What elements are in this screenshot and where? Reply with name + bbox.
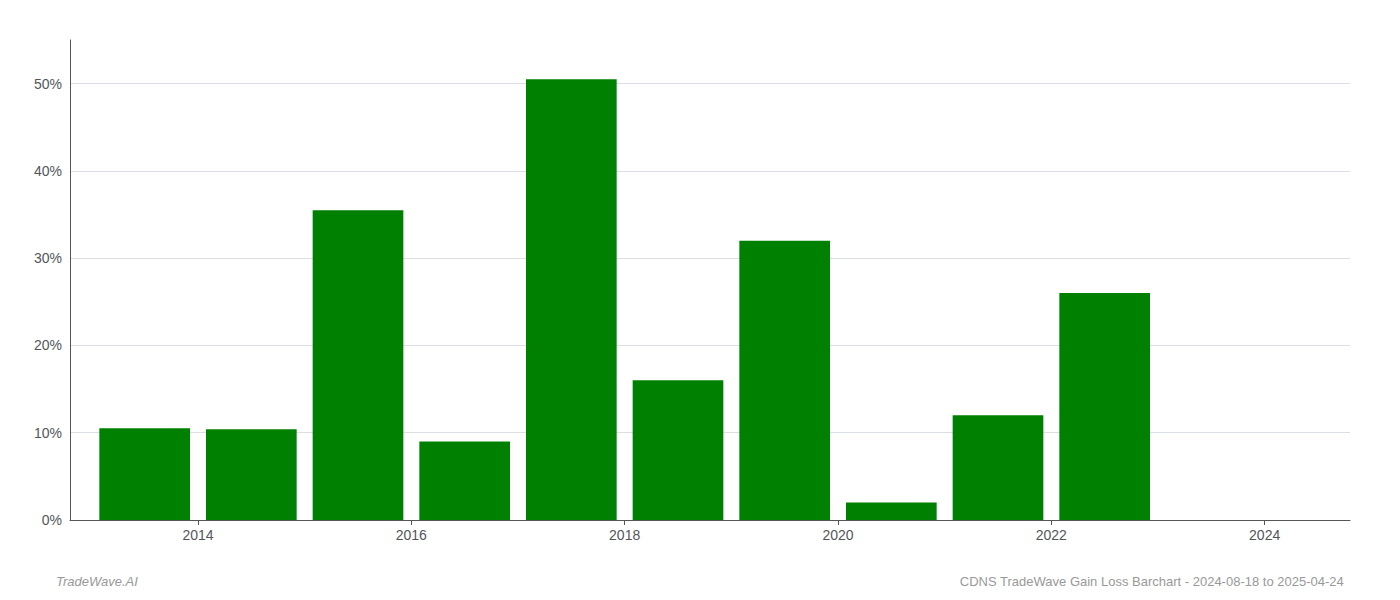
svg-text:10%: 10% — [34, 425, 62, 441]
svg-text:0%: 0% — [42, 512, 62, 528]
svg-text:2020: 2020 — [822, 527, 853, 543]
svg-text:2024: 2024 — [1249, 527, 1280, 543]
svg-text:50%: 50% — [34, 76, 62, 92]
svg-text:2016: 2016 — [396, 527, 427, 543]
svg-text:CDNS TradeWave Gain Loss Barch: CDNS TradeWave Gain Loss Barchart - 2024… — [960, 574, 1344, 589]
svg-text:40%: 40% — [34, 163, 62, 179]
svg-text:2014: 2014 — [182, 527, 213, 543]
svg-text:TradeWave.AI: TradeWave.AI — [56, 574, 138, 589]
svg-text:2022: 2022 — [1036, 527, 1067, 543]
svg-text:20%: 20% — [34, 337, 62, 353]
svg-text:2018: 2018 — [609, 527, 640, 543]
svg-text:30%: 30% — [34, 250, 62, 266]
